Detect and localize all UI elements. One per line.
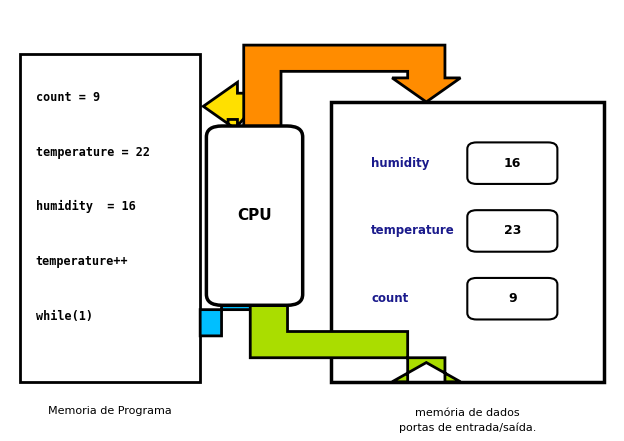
Polygon shape xyxy=(200,275,275,336)
Text: humidity  = 16: humidity = 16 xyxy=(36,200,135,213)
Text: while(1): while(1) xyxy=(36,310,92,323)
Polygon shape xyxy=(203,82,265,137)
FancyBboxPatch shape xyxy=(467,210,557,252)
Text: CPU: CPU xyxy=(237,208,272,223)
Text: 16: 16 xyxy=(504,157,521,170)
Text: temperature = 22: temperature = 22 xyxy=(36,146,150,159)
Text: 23: 23 xyxy=(504,224,521,237)
Text: count = 9: count = 9 xyxy=(36,91,100,104)
Text: memória de dados
portas de entrada/saída.: memória de dados portas de entrada/saída… xyxy=(399,408,536,433)
Text: count: count xyxy=(371,292,408,305)
Text: humidity: humidity xyxy=(371,157,429,170)
FancyBboxPatch shape xyxy=(331,102,604,382)
FancyBboxPatch shape xyxy=(467,142,557,184)
Polygon shape xyxy=(244,45,461,137)
FancyBboxPatch shape xyxy=(207,126,303,305)
Polygon shape xyxy=(235,275,461,382)
FancyBboxPatch shape xyxy=(467,278,557,319)
Text: temperature++: temperature++ xyxy=(36,255,128,268)
Text: Memoria de Programa: Memoria de Programa xyxy=(48,406,172,416)
Text: 9: 9 xyxy=(508,292,517,305)
FancyBboxPatch shape xyxy=(20,54,200,382)
Text: temperature: temperature xyxy=(371,224,455,237)
